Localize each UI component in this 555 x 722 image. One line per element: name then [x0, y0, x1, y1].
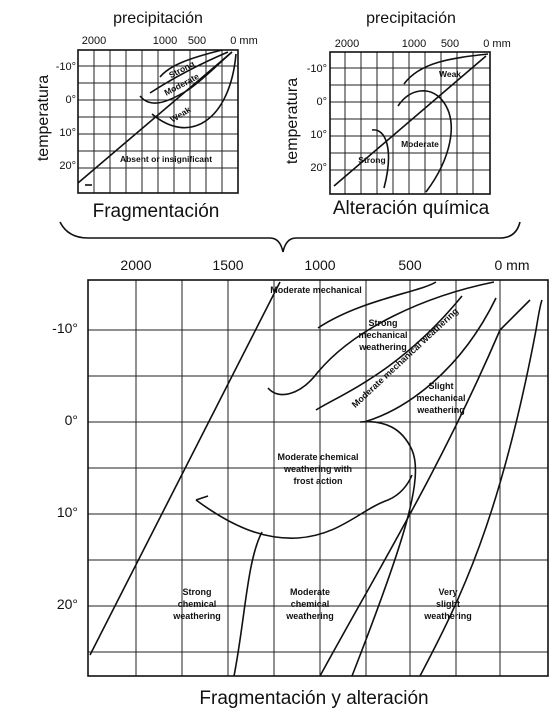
region-label: Weak — [439, 69, 461, 79]
y-tick-label: -10° — [307, 63, 327, 75]
y-tick-label: 10° — [57, 504, 78, 520]
y-tick-label: -10° — [52, 320, 78, 336]
caption-fragmentation: Fragmentación — [93, 201, 220, 222]
region-label: Absent or insignificant — [120, 154, 212, 164]
grid — [329, 51, 491, 195]
x-tick-label: 1500 — [212, 257, 243, 273]
temperature-title-right: temperatura — [284, 78, 301, 164]
y-tick-label: -10° — [56, 61, 76, 73]
x-tick-label: 0 mm — [230, 35, 258, 47]
region-label: slight — [436, 599, 460, 609]
x-tick-label: 500 — [188, 35, 206, 47]
y-tick-label: 20° — [57, 596, 78, 612]
x-tick-label: 2000 — [82, 35, 106, 47]
region-label: weathering — [358, 342, 407, 352]
region-label: weathering — [172, 611, 221, 621]
x-tick-label: 0 mm — [483, 38, 511, 50]
region-label: mechanical — [358, 330, 407, 340]
precipitation-title-right: precipitación — [366, 10, 456, 27]
region-label: Moderate mechanical — [270, 285, 362, 295]
region-label: frost action — [293, 476, 342, 486]
x-tick-label: 1000 — [153, 35, 177, 47]
region-label: Strong — [369, 318, 398, 328]
temperature-title-left: temperatura — [35, 75, 52, 161]
region-label: weathering — [416, 405, 465, 415]
y-tick-label: 0° — [65, 94, 76, 106]
y-tick-label: 0° — [65, 412, 78, 428]
y-tick-label: 10° — [59, 127, 76, 139]
region-boundaries — [89, 281, 543, 677]
caption-fragmentation-and-alteration: Fragmentación y alteración — [199, 688, 428, 709]
caption-chemical-alteration: Alteración química — [333, 198, 490, 219]
y-tick-label: 20° — [59, 160, 76, 172]
region-label: weathering — [423, 611, 472, 621]
region-boundaries — [333, 53, 489, 193]
x-tick-label: 1000 — [402, 38, 426, 50]
chemical-alteration-chart: precipitación 2000 1000 500 0 mm tempera… — [284, 10, 511, 219]
region-label: chemical — [291, 599, 330, 609]
region-label: chemical — [178, 599, 217, 609]
region-label: Slight — [429, 381, 454, 391]
y-tick-label: 20° — [310, 162, 327, 174]
precipitation-title-left: precipitación — [113, 10, 203, 27]
connecting-brace — [59, 221, 521, 253]
region-label: Moderate — [290, 587, 330, 597]
x-tick-label: 2000 — [335, 38, 359, 50]
x-tick-label: 0 mm — [495, 257, 530, 273]
y-tick-label: 0° — [316, 96, 327, 108]
region-label: mechanical — [416, 393, 465, 403]
region-label: Moderate — [401, 139, 439, 149]
y-tick-label: 10° — [310, 129, 327, 141]
region-label: weathering — [285, 611, 334, 621]
region-label: Very — [438, 587, 457, 597]
x-tick-label: 500 — [441, 38, 459, 50]
fragmentation-chart: precipitación 2000 1000 500 0 mm tempera… — [35, 10, 258, 222]
grid — [77, 49, 239, 194]
region-label: Moderate chemical — [277, 452, 358, 462]
x-tick-label: 500 — [398, 257, 422, 273]
region-label: Weak — [168, 104, 192, 124]
grid — [87, 279, 549, 677]
region-label: weathering with — [283, 464, 352, 474]
region-label: Strong — [183, 587, 212, 597]
x-tick-label: 1000 — [304, 257, 335, 273]
combined-weathering-chart: 2000 1500 1000 500 0 mm -10° 0° 10° 20° … — [52, 257, 549, 709]
region-label: Strong — [358, 155, 385, 165]
region-boundaries — [77, 49, 237, 186]
x-tick-label: 2000 — [120, 257, 151, 273]
